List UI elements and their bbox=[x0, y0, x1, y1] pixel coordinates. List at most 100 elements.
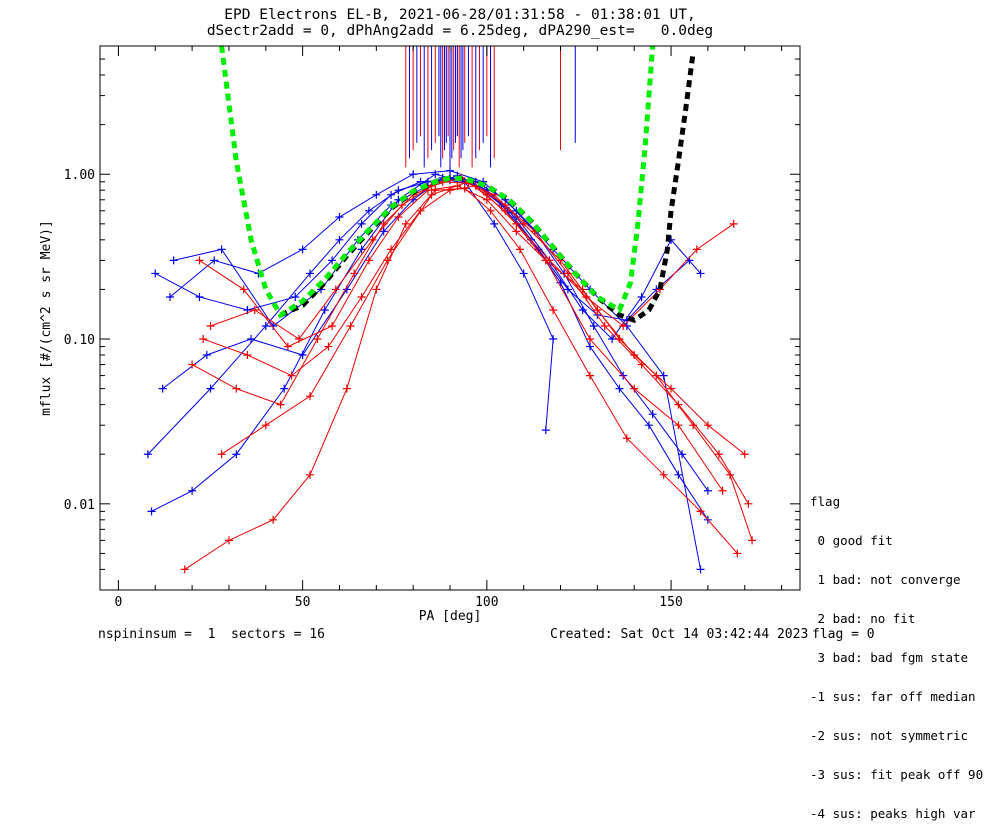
data-point bbox=[294, 335, 303, 344]
legend-item: 1 bad: not converge bbox=[810, 572, 961, 587]
data-point bbox=[232, 384, 241, 393]
chart-plot: 0 50 100 150 0.01 0.10 1.00 PA [deg] mflux [#/(c… bbox=[39, 45, 801, 624]
data-point bbox=[549, 306, 558, 315]
data-point bbox=[637, 292, 646, 301]
data-point bbox=[158, 384, 167, 393]
data-point bbox=[740, 450, 749, 459]
data-point bbox=[600, 321, 609, 330]
data-point bbox=[446, 166, 454, 175]
x-tick-label: 50 bbox=[295, 595, 311, 610]
footer-flag: flag = 0 bbox=[812, 627, 875, 642]
series-line bbox=[147, 177, 709, 492]
data-point bbox=[387, 245, 396, 254]
data-point bbox=[678, 450, 687, 459]
data-point bbox=[490, 219, 499, 228]
data-point bbox=[180, 565, 189, 574]
chart-subtitle: dSectr2add = 0, dPhAng2add = 6.25deg, dP… bbox=[206, 23, 714, 39]
data-point bbox=[729, 219, 738, 228]
data-point bbox=[188, 360, 197, 369]
data-point bbox=[151, 269, 160, 278]
data-point bbox=[342, 384, 351, 393]
data-point bbox=[357, 245, 366, 254]
data-point bbox=[512, 227, 521, 236]
data-point bbox=[368, 235, 377, 244]
data-point bbox=[667, 384, 676, 393]
data-point bbox=[427, 181, 436, 190]
data-point bbox=[346, 321, 355, 330]
data-point bbox=[298, 245, 307, 254]
x-tick-label: 150 bbox=[659, 595, 682, 610]
data-point bbox=[696, 565, 705, 574]
x-tick-label: 100 bbox=[475, 595, 498, 610]
data-point bbox=[206, 321, 215, 330]
y-tick-label: 0.01 bbox=[64, 498, 95, 513]
data-point bbox=[320, 306, 329, 315]
data-point bbox=[659, 470, 668, 479]
data-point bbox=[563, 285, 572, 294]
data-point bbox=[239, 285, 248, 294]
data-point bbox=[328, 321, 337, 330]
data-point bbox=[431, 186, 440, 195]
data-point bbox=[195, 292, 204, 301]
data-point bbox=[692, 245, 701, 254]
data-point bbox=[416, 206, 425, 215]
series-line bbox=[221, 181, 724, 492]
data-point bbox=[276, 400, 285, 409]
x-tick-label: 0 bbox=[115, 595, 123, 610]
data-point bbox=[206, 384, 215, 393]
y-axis-label: mflux [#/(cm^2 s sr MeV)] bbox=[39, 220, 54, 416]
data-point bbox=[718, 486, 727, 495]
data-point bbox=[733, 549, 742, 558]
data-point bbox=[261, 321, 270, 330]
legend-item: 0 good fit bbox=[810, 533, 893, 548]
legend-item: 2 bad: no fit bbox=[810, 611, 916, 626]
data-point bbox=[283, 342, 292, 351]
data-point bbox=[217, 245, 226, 254]
data-point bbox=[195, 256, 204, 265]
data-point bbox=[261, 421, 270, 430]
data-point bbox=[630, 384, 639, 393]
data-point bbox=[674, 470, 683, 479]
data-point bbox=[578, 285, 587, 294]
data-point bbox=[674, 400, 683, 409]
data-point bbox=[446, 186, 454, 195]
data-point bbox=[630, 351, 639, 360]
data-point bbox=[703, 486, 712, 495]
data-point bbox=[313, 335, 322, 344]
data-point bbox=[549, 335, 558, 344]
data-point bbox=[306, 392, 314, 401]
data-point bbox=[615, 384, 624, 393]
data-point bbox=[696, 269, 705, 278]
data-point bbox=[357, 292, 366, 301]
data-point bbox=[306, 470, 314, 479]
data-point bbox=[306, 269, 314, 278]
data-point bbox=[519, 269, 528, 278]
legend-item: -1 sus: far off median bbox=[810, 689, 976, 704]
data-point bbox=[619, 321, 628, 330]
data-point bbox=[401, 219, 410, 228]
data-point bbox=[291, 292, 300, 301]
data-point bbox=[387, 190, 396, 199]
data-point bbox=[247, 335, 256, 344]
data-point bbox=[431, 170, 440, 179]
data-point bbox=[364, 256, 373, 265]
data-point bbox=[328, 256, 337, 265]
y-tick-label: 1.00 bbox=[64, 168, 95, 183]
data-point bbox=[280, 384, 289, 393]
y-tick-label: 0.10 bbox=[64, 333, 95, 348]
footer-created: Created: Sat Oct 14 03:42:44 2023 bbox=[550, 627, 809, 642]
fit-curve-green bbox=[219, 46, 656, 319]
series-line bbox=[191, 181, 746, 455]
data-point bbox=[427, 190, 436, 199]
data-point bbox=[703, 421, 712, 430]
data-point bbox=[659, 371, 668, 380]
data-point bbox=[243, 351, 252, 360]
data-point bbox=[608, 335, 617, 344]
data-point bbox=[541, 426, 550, 435]
data-point bbox=[324, 342, 333, 351]
data-point bbox=[748, 536, 757, 545]
data-point bbox=[287, 371, 296, 380]
chart-title: EPD Electrons EL-B, 2021-06-28/01:31:58 … bbox=[224, 7, 696, 23]
data-point bbox=[652, 371, 661, 380]
data-point bbox=[409, 170, 418, 179]
